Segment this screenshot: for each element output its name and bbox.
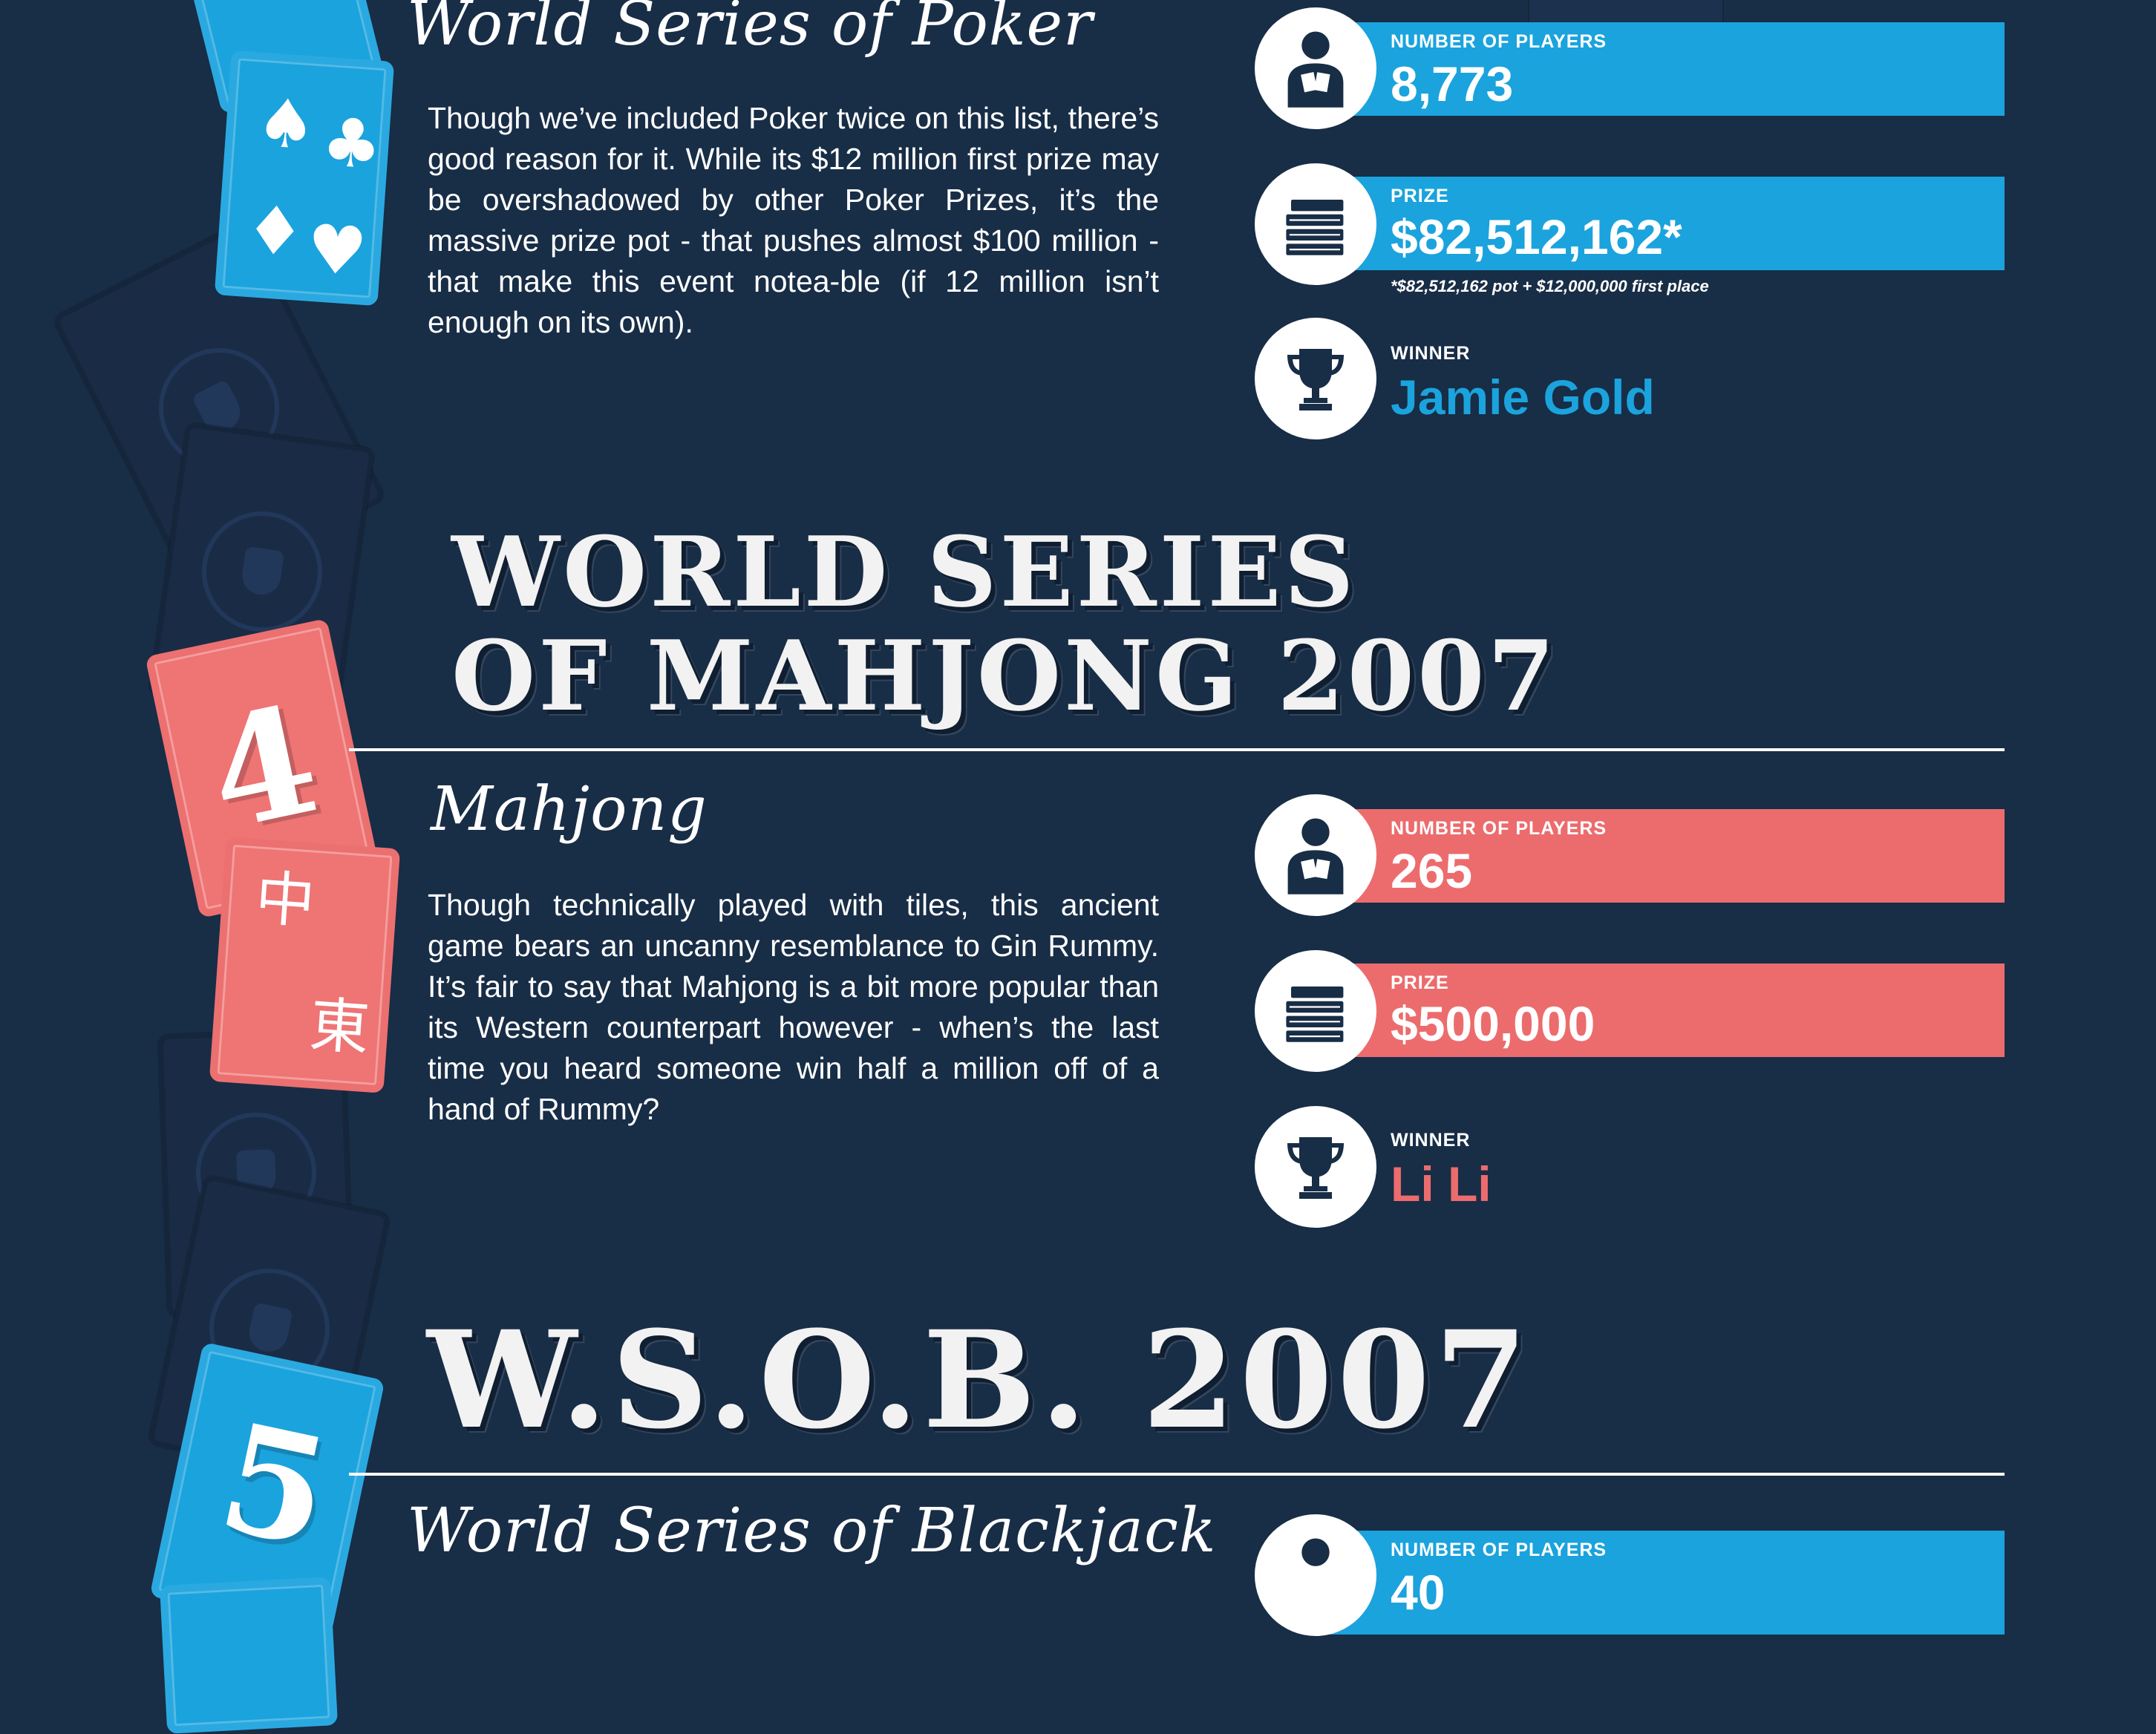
card-emblem bbox=[194, 503, 330, 640]
trophy-icon bbox=[1287, 349, 1344, 410]
winner-label: WINNER bbox=[1391, 343, 1471, 364]
diamond-icon: ♦ bbox=[242, 190, 308, 273]
prize-bar bbox=[1318, 963, 2005, 1057]
player-icon bbox=[1301, 1538, 1330, 1566]
players-value: 40 bbox=[1391, 1565, 1446, 1620]
winner-label: WINNER bbox=[1391, 1130, 1471, 1151]
players-bar bbox=[1318, 22, 2005, 116]
mahjong-card: 中 東 bbox=[209, 837, 401, 1093]
players-value: 265 bbox=[1391, 843, 1473, 898]
prize-circle bbox=[1255, 950, 1376, 1072]
players-circle bbox=[1255, 7, 1376, 129]
section-body: Though we’ve included Poker twice on thi… bbox=[428, 101, 1159, 339]
players-label: NUMBER OF PLAYERS bbox=[1391, 1540, 1607, 1560]
prize-label: PRIZE bbox=[1391, 186, 1449, 206]
section-subtitle: Mahjong bbox=[431, 774, 708, 845]
heart-icon: ♥ bbox=[304, 209, 370, 292]
players-circle bbox=[1255, 1514, 1376, 1636]
club-icon: ♣ bbox=[318, 102, 385, 186]
section-heading: W.S.O.B. 2007 bbox=[427, 1302, 1532, 1459]
players-circle bbox=[1255, 794, 1376, 916]
prize-footnote: *$82,512,162 pot + $12,000,000 first pla… bbox=[1391, 277, 1709, 295]
prize-circle bbox=[1255, 163, 1376, 285]
section-divider bbox=[349, 1473, 2005, 1476]
winner-circle bbox=[1255, 1106, 1376, 1228]
spade-icon: ♠ bbox=[253, 83, 319, 166]
section-divider bbox=[349, 748, 2005, 751]
section-subtitle: World Series of Blackjack bbox=[407, 1496, 1217, 1566]
section-subtitle: World Series of Poker bbox=[407, 0, 1094, 59]
players-value: 8,773 bbox=[1391, 56, 1514, 111]
section-heading-line-2: OF MAHJONG 2007 bbox=[451, 619, 1558, 733]
money-stack-icon bbox=[1286, 987, 1344, 1042]
prize-bar bbox=[1318, 177, 2005, 270]
dong-glyph: 東 bbox=[307, 989, 372, 1064]
winner-value: Jamie Gold bbox=[1391, 370, 1655, 425]
section-heading-line-1: WORLD SERIES bbox=[451, 515, 1357, 629]
zhong-glyph: 中 bbox=[252, 863, 318, 937]
card-number-5: 5 bbox=[206, 1390, 344, 1583]
winner-value: Li Li bbox=[1391, 1156, 1492, 1211]
players-label: NUMBER OF PLAYERS bbox=[1391, 818, 1607, 839]
player-icon bbox=[1287, 31, 1344, 108]
players-label: NUMBER OF PLAYERS bbox=[1391, 31, 1607, 52]
players-bar bbox=[1318, 809, 2005, 903]
trophy-icon bbox=[1287, 1137, 1344, 1199]
prize-value: $82,512,162* bbox=[1391, 209, 1682, 264]
suits-card: ♠ ♣ ♦ ♥ bbox=[214, 50, 395, 307]
blue-card-bottom bbox=[159, 1577, 339, 1734]
prize-value: $500,000 bbox=[1391, 996, 1595, 1051]
player-icon bbox=[1287, 818, 1344, 894]
money-stack-icon bbox=[1286, 200, 1344, 255]
card-number-4: 4 bbox=[194, 672, 332, 864]
section-body: Though technically played with tiles, th… bbox=[428, 888, 1159, 1126]
winner-circle bbox=[1255, 318, 1376, 439]
prize-label: PRIZE bbox=[1391, 972, 1449, 993]
